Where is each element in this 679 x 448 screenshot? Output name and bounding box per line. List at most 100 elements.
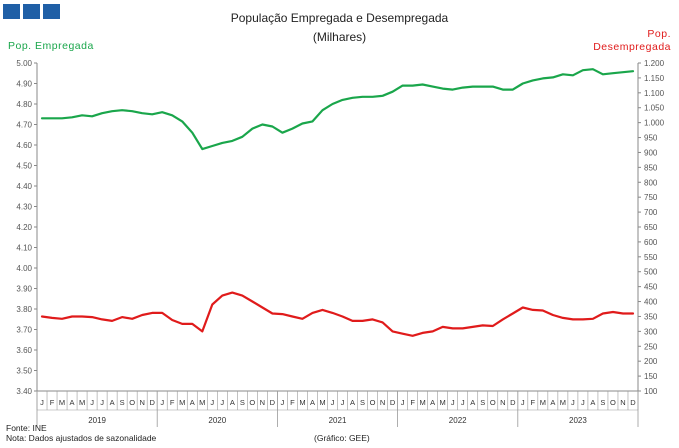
right-tick-label: 800 bbox=[644, 178, 658, 187]
month-label: M bbox=[299, 398, 305, 407]
left-tick-label: 3.80 bbox=[16, 305, 32, 314]
month-label: F bbox=[50, 398, 55, 407]
month-label: F bbox=[290, 398, 295, 407]
right-tick-label: 500 bbox=[644, 268, 658, 277]
month-label: A bbox=[110, 398, 115, 407]
left-tick-label: 3.70 bbox=[16, 326, 32, 335]
left-tick-label: 4.80 bbox=[16, 100, 32, 109]
left-axis-title: Pop. Empregada bbox=[8, 40, 94, 52]
left-tick-label: 4.90 bbox=[16, 80, 32, 89]
left-tick-label: 4.50 bbox=[16, 162, 32, 171]
month-label: D bbox=[149, 398, 155, 407]
right-axis-title: Pop. Desempregada bbox=[593, 28, 671, 53]
month-label: M bbox=[319, 398, 325, 407]
logo-square-1 bbox=[3, 4, 20, 19]
month-label: M bbox=[560, 398, 566, 407]
month-label: F bbox=[531, 398, 536, 407]
month-label: M bbox=[79, 398, 85, 407]
month-label: J bbox=[581, 398, 585, 407]
year-label: 2019 bbox=[88, 416, 106, 425]
month-label: S bbox=[240, 398, 245, 407]
month-label: A bbox=[230, 398, 235, 407]
right-tick-label: 1.150 bbox=[644, 74, 665, 83]
month-label: J bbox=[160, 398, 164, 407]
right-tick-label: 850 bbox=[644, 163, 658, 172]
month-label: N bbox=[380, 398, 385, 407]
month-label: J bbox=[571, 398, 575, 407]
month-label: J bbox=[331, 398, 335, 407]
left-tick-label: 4.30 bbox=[16, 203, 32, 212]
month-label: A bbox=[350, 398, 355, 407]
left-tick-label: 5.00 bbox=[16, 59, 32, 68]
left-tick-label: 4.10 bbox=[16, 244, 32, 253]
footer-source: Fonte: INE bbox=[6, 423, 47, 433]
footer-credit: (Gráfico: GEE) bbox=[314, 433, 370, 443]
year-label: 2021 bbox=[329, 416, 347, 425]
month-label: A bbox=[470, 398, 475, 407]
chart-title: População Empregada e Desempregada bbox=[230, 11, 449, 25]
left-tick-label: 4.60 bbox=[16, 141, 32, 150]
right-tick-label: 650 bbox=[644, 223, 658, 232]
left-tick-label: 4.70 bbox=[16, 121, 32, 130]
month-label: D bbox=[270, 398, 276, 407]
month-label: N bbox=[260, 398, 265, 407]
month-label: F bbox=[170, 398, 175, 407]
month-label: O bbox=[249, 398, 255, 407]
month-label: M bbox=[59, 398, 65, 407]
month-label: J bbox=[100, 398, 104, 407]
month-label: S bbox=[600, 398, 605, 407]
right-tick-label: 300 bbox=[644, 327, 658, 336]
logo-square-3 bbox=[43, 4, 60, 19]
month-label: J bbox=[461, 398, 465, 407]
logo-square-2 bbox=[23, 4, 40, 19]
right-tick-label: 1.100 bbox=[644, 89, 665, 98]
right-tick-label: 350 bbox=[644, 312, 658, 321]
month-label: J bbox=[40, 398, 44, 407]
month-label: A bbox=[430, 398, 435, 407]
left-tick-label: 3.60 bbox=[16, 346, 32, 355]
left-tick-label: 3.40 bbox=[16, 387, 32, 396]
month-label: J bbox=[220, 398, 224, 407]
left-tick-label: 3.50 bbox=[16, 367, 32, 376]
month-label: M bbox=[199, 398, 205, 407]
right-tick-label: 200 bbox=[644, 357, 658, 366]
left-tick-label: 4.00 bbox=[16, 264, 32, 273]
month-label: D bbox=[510, 398, 516, 407]
right-tick-label: 150 bbox=[644, 372, 658, 381]
month-label: J bbox=[90, 398, 94, 407]
footer-note: Nota: Dados ajustados de sazonalidade bbox=[6, 433, 157, 443]
series-line-unemployed bbox=[40, 291, 635, 337]
right-tick-label: 1.200 bbox=[644, 59, 665, 68]
month-label: M bbox=[440, 398, 446, 407]
right-tick-label: 750 bbox=[644, 193, 658, 202]
left-tick-label: 3.90 bbox=[16, 285, 32, 294]
right-tick-label: 550 bbox=[644, 253, 658, 262]
left-tick-label: 4.20 bbox=[16, 223, 32, 232]
month-label: J bbox=[521, 398, 525, 407]
month-label: A bbox=[190, 398, 195, 407]
month-label: O bbox=[490, 398, 496, 407]
month-label: D bbox=[630, 398, 636, 407]
right-tick-label: 600 bbox=[644, 238, 658, 247]
left-tick-label: 4.40 bbox=[16, 182, 32, 191]
month-label: A bbox=[70, 398, 75, 407]
month-label: M bbox=[420, 398, 426, 407]
month-label: O bbox=[610, 398, 616, 407]
series-line-employed bbox=[40, 68, 635, 151]
month-label: D bbox=[390, 398, 396, 407]
right-tick-label: 400 bbox=[644, 298, 658, 307]
year-label: 2022 bbox=[449, 416, 467, 425]
year-label: 2020 bbox=[208, 416, 226, 425]
month-label: M bbox=[540, 398, 546, 407]
right-tick-label: 100 bbox=[644, 387, 658, 396]
month-label: M bbox=[179, 398, 185, 407]
month-label: S bbox=[480, 398, 485, 407]
month-label: O bbox=[370, 398, 376, 407]
month-label: J bbox=[401, 398, 405, 407]
right-tick-label: 450 bbox=[644, 283, 658, 292]
month-label: A bbox=[590, 398, 595, 407]
month-label: J bbox=[210, 398, 214, 407]
right-tick-label: 1.050 bbox=[644, 104, 665, 113]
right-tick-label: 950 bbox=[644, 134, 658, 143]
